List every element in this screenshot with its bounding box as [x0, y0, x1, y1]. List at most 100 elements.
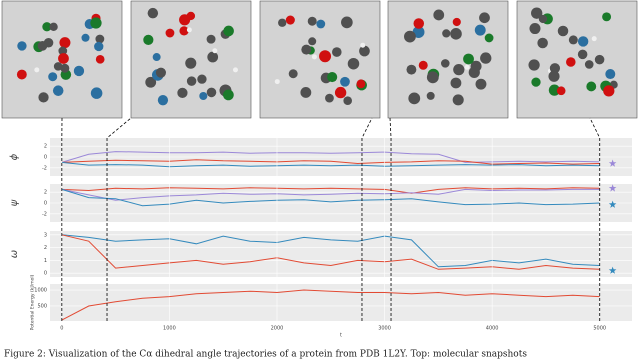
x-tick-label: 3000	[378, 326, 391, 332]
atom	[177, 88, 187, 98]
atom	[223, 26, 234, 37]
y-tick-label: 0	[44, 271, 47, 277]
atom	[357, 79, 366, 88]
atom	[312, 54, 317, 59]
atom	[605, 69, 615, 79]
atom	[49, 23, 57, 31]
atom	[453, 94, 464, 105]
atom	[550, 63, 560, 73]
atom	[207, 88, 217, 98]
atom	[453, 64, 464, 75]
atom	[286, 15, 295, 24]
atom	[343, 96, 352, 105]
atom	[348, 58, 359, 69]
atom	[94, 42, 103, 51]
atom	[592, 36, 597, 41]
atom	[300, 87, 311, 98]
atom	[187, 76, 196, 85]
atom	[143, 35, 153, 45]
y-tick-label: 2	[44, 190, 47, 196]
atom	[475, 25, 486, 36]
snapshots	[2, 1, 637, 118]
atom	[531, 7, 542, 18]
atom	[179, 14, 190, 25]
atom	[199, 92, 207, 100]
atom	[529, 23, 540, 34]
atom	[316, 20, 325, 29]
atom	[340, 77, 350, 87]
atom	[485, 34, 494, 43]
atom	[578, 36, 588, 46]
atom	[148, 8, 158, 18]
atom	[38, 92, 48, 102]
atom	[441, 59, 450, 68]
atom	[185, 58, 196, 69]
atom	[223, 90, 234, 101]
atom	[419, 61, 428, 70]
y-axis-label: ω	[9, 250, 20, 258]
atom	[463, 54, 474, 65]
atom	[414, 18, 425, 29]
atom	[156, 68, 166, 78]
atom	[528, 59, 539, 70]
atom	[278, 19, 286, 27]
atom	[325, 94, 334, 103]
atom	[585, 60, 594, 69]
atom	[578, 50, 588, 60]
atom	[58, 53, 69, 64]
atom	[153, 53, 161, 61]
atom	[465, 65, 470, 70]
panel-bg	[50, 284, 632, 321]
y-tick-label: 1000	[34, 288, 47, 294]
atom	[480, 52, 491, 63]
atom	[566, 57, 576, 67]
atom	[335, 87, 346, 98]
atom	[558, 26, 569, 37]
atom	[408, 92, 420, 104]
atom	[54, 62, 63, 71]
atom	[91, 87, 103, 99]
atom	[442, 29, 450, 37]
atom	[197, 74, 206, 83]
atom	[341, 17, 353, 29]
atom	[17, 70, 27, 80]
atom	[158, 95, 168, 105]
y-tick-label: 2	[44, 245, 47, 251]
atom	[81, 34, 89, 42]
atom	[531, 77, 540, 86]
y-tick-label: 0	[44, 155, 47, 161]
atom	[96, 55, 105, 64]
atom	[207, 52, 218, 63]
atom	[48, 72, 57, 81]
y-tick-label: 1	[44, 258, 47, 264]
atom	[301, 45, 311, 55]
atom	[289, 69, 298, 78]
atom	[319, 50, 331, 62]
atom	[17, 41, 26, 50]
atom	[34, 67, 39, 72]
y-tick-label: 3	[44, 232, 47, 238]
atom	[308, 37, 316, 45]
y-tick-label: 500	[37, 303, 47, 309]
y-tick-label: -2	[42, 165, 47, 171]
atom	[359, 46, 370, 57]
x-tick-label: 4000	[486, 326, 499, 332]
panel-bg	[50, 231, 632, 277]
y-axis-label: Potential Energy (kJ/mol)	[30, 274, 36, 330]
atom	[360, 43, 365, 48]
atom	[569, 35, 578, 44]
atom	[427, 71, 439, 83]
atom	[450, 28, 462, 40]
atom	[166, 29, 175, 38]
x-tick-label: 0	[60, 326, 63, 332]
atom	[187, 27, 192, 32]
atom	[603, 85, 614, 96]
atom	[233, 67, 238, 72]
atom	[427, 92, 435, 100]
y-tick-label: -2	[42, 211, 47, 217]
atom	[602, 12, 611, 21]
atom	[451, 78, 462, 89]
atom	[212, 48, 217, 53]
atom	[90, 17, 101, 28]
